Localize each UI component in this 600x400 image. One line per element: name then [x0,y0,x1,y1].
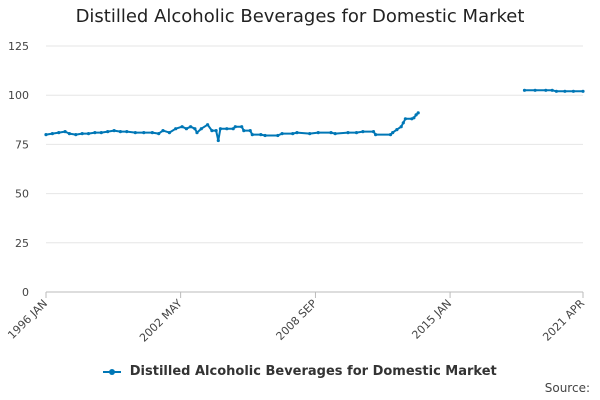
data-point[interactable] [180,125,184,129]
data-point[interactable] [157,132,161,136]
y-axis-ticks: 0 25 50 75 100 125 [8,40,29,299]
series-lines [44,88,585,143]
data-point[interactable] [210,129,214,133]
data-point[interactable] [544,88,548,92]
data-point[interactable] [206,123,210,127]
data-point[interactable] [280,132,284,136]
data-point[interactable] [250,133,254,137]
data-point[interactable] [403,117,407,121]
data-point[interactable] [63,130,67,134]
data-point[interactable] [354,131,359,135]
data-point[interactable] [189,125,193,129]
data-point[interactable] [199,127,203,131]
data-point[interactable] [248,129,252,133]
y-tick-label: 50 [15,188,29,201]
data-point[interactable] [391,131,395,135]
data-point[interactable] [57,131,61,135]
x-tick-label: 2008 SEP [274,297,320,343]
data-point[interactable] [167,131,171,135]
data-point[interactable] [93,131,97,135]
data-point[interactable] [195,131,199,135]
data-point[interactable] [361,130,365,134]
chart-title: Distilled Alcoholic Beverages for Domest… [75,6,525,27]
data-point[interactable] [67,132,71,136]
data-point[interactable] [193,127,197,131]
gridlines [46,45,583,244]
data-point[interactable] [388,133,393,137]
legend-label: Distilled Alcoholic Beverages for Domest… [129,364,497,379]
data-point[interactable] [316,131,320,135]
data-point[interactable] [563,89,567,93]
data-point[interactable] [416,111,420,115]
data-point[interactable] [218,127,222,131]
data-point[interactable] [395,128,399,132]
x-tick-label: 2015 JAN [409,297,454,342]
data-point[interactable] [295,131,299,135]
data-point[interactable] [554,89,559,93]
data-point[interactable] [242,129,246,133]
series-line [45,112,419,142]
data-point[interactable] [581,89,585,93]
data-point[interactable] [112,129,116,133]
y-tick-label: 100 [8,89,29,102]
data-point[interactable] [412,116,416,120]
data-point[interactable] [550,88,554,92]
y-tick-label: 25 [15,237,29,250]
data-point[interactable] [86,132,91,136]
data-point[interactable] [522,88,527,92]
data-point[interactable] [329,131,333,135]
data-point[interactable] [216,138,220,143]
data-point[interactable] [214,129,218,133]
data-point[interactable] [414,113,418,117]
data-point[interactable] [333,132,337,136]
data-point[interactable] [259,133,263,137]
data-point[interactable] [346,131,350,135]
data-point[interactable] [99,131,103,135]
data-point[interactable] [276,133,280,138]
data-point[interactable] [44,133,48,137]
data-point[interactable] [150,131,154,135]
data-point[interactable] [263,133,267,138]
data-point[interactable] [184,127,188,131]
data-point[interactable] [533,88,537,92]
source-label: Source: [544,381,590,395]
data-point[interactable] [240,125,244,129]
x-tick-label: 2002 MAY [137,297,185,345]
data-point[interactable] [174,127,178,131]
data-point[interactable] [118,130,122,134]
data-point[interactable] [308,132,312,136]
data-point[interactable] [401,121,405,125]
data-point[interactable] [50,132,55,136]
legend[interactable]: Distilled Alcoholic Beverages for Domest… [0,364,600,379]
x-tick-label: 1996 JAN [5,297,50,342]
y-tick-label: 125 [8,40,29,53]
data-point[interactable] [225,127,229,131]
data-point[interactable] [133,131,137,135]
data-point[interactable] [161,129,165,133]
y-tick-label: 0 [22,286,29,299]
data-point[interactable] [291,132,295,136]
x-axis-ticks: 1996 JAN 2002 MAY 2008 SEP 2015 JAN 2021 APR [5,292,587,345]
data-point[interactable] [233,125,237,129]
data-point[interactable] [142,131,146,135]
data-point[interactable] [371,130,376,134]
data-point[interactable] [74,133,78,137]
data-point[interactable] [125,130,129,134]
y-tick-label: 75 [15,138,29,151]
data-point[interactable] [374,133,378,137]
data-point[interactable] [106,130,110,134]
data-point[interactable] [231,127,235,131]
data-point[interactable] [571,89,576,93]
data-point[interactable] [80,132,84,136]
data-point[interactable] [399,125,403,129]
legend-swatch-icon [103,367,122,377]
x-tick-label: 2021 APR [540,297,587,344]
